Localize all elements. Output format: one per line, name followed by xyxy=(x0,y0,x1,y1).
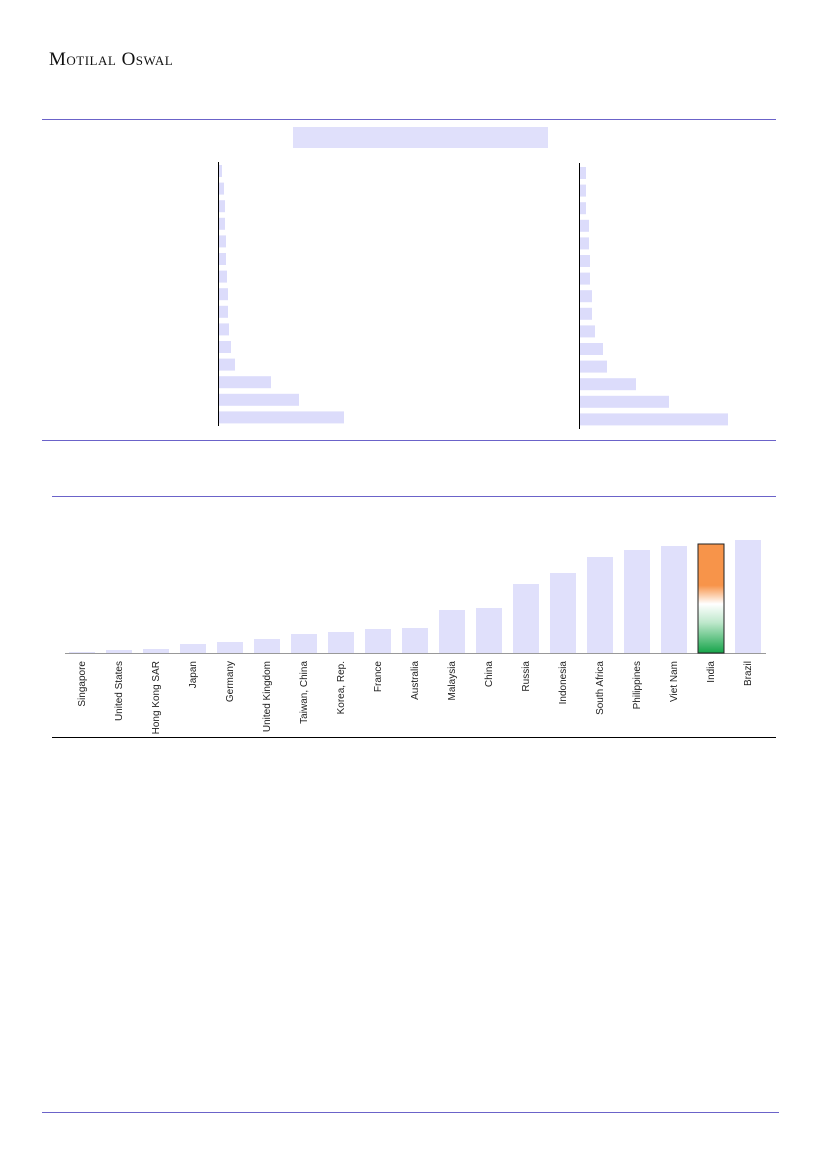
bar xyxy=(219,393,299,406)
bar xyxy=(587,557,613,653)
bar xyxy=(580,290,592,303)
bar xyxy=(580,237,589,250)
x-tick-label: United Kingdom xyxy=(262,661,273,732)
brand: Motilal Oswal xyxy=(49,49,173,70)
x-tick-label: Hong Kong SAR xyxy=(151,661,162,734)
x-tick-label: Korea, Rep. xyxy=(336,661,347,714)
bar xyxy=(328,632,354,653)
bar xyxy=(580,272,590,285)
bar xyxy=(143,649,169,653)
title-box xyxy=(293,127,548,148)
x-tick-label: Australia xyxy=(410,661,421,700)
bar xyxy=(219,341,231,353)
bar xyxy=(550,573,576,653)
bar xyxy=(580,167,586,179)
bar xyxy=(580,219,589,232)
x-tick-label: India xyxy=(706,661,717,683)
bar xyxy=(219,358,235,371)
bar xyxy=(219,411,344,424)
x-tick-label: Germany xyxy=(225,661,236,702)
bar xyxy=(69,652,95,653)
bar xyxy=(580,360,607,373)
x-tick-label: Russia xyxy=(521,661,532,692)
bar xyxy=(219,217,225,230)
bar xyxy=(219,165,222,177)
x-tick-label: France xyxy=(373,661,384,693)
x-tick-label: United States xyxy=(114,661,125,721)
bar xyxy=(402,628,428,653)
x-tick-label: Brazil xyxy=(743,661,754,686)
bar xyxy=(106,650,132,653)
bar xyxy=(580,202,586,215)
bar xyxy=(580,343,603,355)
bar xyxy=(697,543,725,654)
bar xyxy=(476,608,502,653)
bar xyxy=(580,184,586,197)
bar xyxy=(219,323,229,336)
bar xyxy=(219,235,226,248)
x-tick-label: South Africa xyxy=(595,661,606,715)
bar xyxy=(439,610,465,653)
x-tick-label: Taiwan, China xyxy=(299,661,310,724)
bar xyxy=(513,584,539,653)
bar xyxy=(580,395,669,408)
x-tick-label: Singapore xyxy=(77,661,88,707)
x-tick-label: Japan xyxy=(188,661,199,688)
bar xyxy=(219,305,228,318)
bar xyxy=(580,413,728,426)
bar xyxy=(219,288,228,301)
x-tick-label: Viet Nam xyxy=(669,661,680,702)
bar xyxy=(624,550,650,653)
x-tick-label: China xyxy=(484,661,495,688)
bar xyxy=(217,642,243,653)
bar xyxy=(580,307,592,320)
bar xyxy=(219,182,224,195)
bar xyxy=(180,644,206,653)
x-tick-label: Philippines xyxy=(632,661,643,709)
bar xyxy=(219,200,225,213)
bar xyxy=(661,546,687,653)
bar xyxy=(365,629,391,653)
bar xyxy=(291,634,317,653)
bar xyxy=(219,253,226,265)
bar xyxy=(580,378,636,391)
bar xyxy=(735,540,761,653)
bar xyxy=(580,325,595,338)
x-tick-label: Malaysia xyxy=(447,661,458,701)
bar xyxy=(254,639,280,653)
bar xyxy=(219,270,227,283)
bar xyxy=(580,255,590,267)
bar xyxy=(219,376,271,389)
x-tick-label: Indonesia xyxy=(558,661,569,705)
